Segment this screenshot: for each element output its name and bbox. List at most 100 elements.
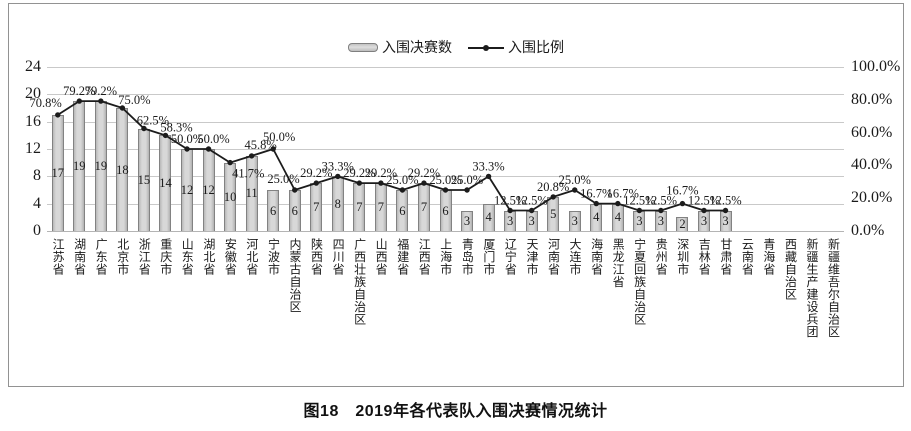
bar-value-label: 5: [550, 206, 557, 221]
percent-label: 33.3%: [322, 159, 354, 173]
bar-value-label: 4: [593, 210, 600, 225]
line-point: [55, 112, 61, 118]
y-tick-left: 0: [33, 222, 41, 239]
bar-value-label: 6: [442, 203, 449, 218]
bar-value-label: 8: [334, 196, 341, 211]
category-label: 浙江省: [137, 238, 152, 276]
ratio-line: [57, 100, 726, 212]
category-label: 山东省: [180, 238, 195, 276]
figure-caption: 图18 2019年各代表队入围决赛情况统计: [303, 403, 608, 420]
percent-label: 20.8%: [537, 180, 569, 194]
bar-value-label: 3: [528, 213, 535, 228]
category-label: 青岛市: [460, 238, 475, 276]
y-tick-left: 4: [33, 194, 41, 212]
bar: [676, 217, 689, 231]
category-label: 四川省: [331, 238, 346, 276]
bar-value-label: 2: [679, 216, 686, 231]
gridline: [47, 231, 844, 232]
category-label: 深圳市: [675, 238, 690, 276]
line-point: [421, 180, 427, 186]
category-label: 贵州省: [654, 238, 669, 276]
bar-value-label: 6: [399, 203, 406, 218]
percent-label: 12.5%: [516, 194, 548, 208]
percent-label: 12.5%: [709, 194, 741, 208]
category-label: 云南省: [740, 238, 755, 276]
category-label: 北京市: [115, 238, 130, 276]
percent-label: 16.7%: [607, 187, 639, 201]
category-label: 新疆维吾尔自治区: [826, 238, 841, 338]
percent-label: 45.8%: [244, 138, 276, 152]
legend-item-line: 入围比例: [468, 37, 564, 57]
percent-label: 25.0%: [386, 173, 418, 187]
bar-value-label: 18: [116, 162, 129, 177]
line-point: [76, 98, 83, 104]
percent-label: 33.3%: [472, 159, 504, 173]
bar-value-label: 19: [94, 158, 108, 173]
bar: [482, 203, 495, 231]
line-point: [162, 132, 169, 139]
category-label: 广东省: [94, 238, 109, 276]
category-label: 西藏自治区: [783, 238, 798, 301]
gridline: [47, 176, 844, 178]
y-tick-right: 80.0%: [851, 90, 893, 108]
category-label: 黑龙江省: [611, 238, 626, 288]
bar-value-label: 3: [657, 213, 665, 228]
category-label: 山西省: [374, 238, 389, 276]
y-tick-left: 16: [25, 112, 41, 130]
category-label: 河南省: [546, 238, 561, 276]
bar: [461, 210, 474, 231]
category-label: 河北省: [244, 238, 259, 276]
bar: [568, 210, 581, 231]
gridline: [47, 149, 844, 150]
percent-label: 25.0%: [429, 173, 461, 187]
line-point: [119, 105, 126, 111]
line-point: [442, 187, 449, 193]
line-point: [615, 200, 621, 207]
line-point: [679, 200, 686, 207]
line-point: [550, 194, 556, 200]
category-label: 内蒙古自治区: [288, 238, 302, 313]
y-tick-right: 100.0%: [851, 58, 901, 75]
percent-label: 50.0%: [171, 132, 203, 146]
category-label: 福建省: [395, 238, 410, 276]
category-label: 大连市: [568, 238, 583, 276]
line-point: [248, 153, 255, 159]
category-label: 广西壮族自治区: [352, 238, 367, 326]
line-point: [722, 207, 729, 214]
bar-value-label: 10: [223, 189, 237, 204]
y-tick-right: 0.0%: [851, 222, 885, 239]
ratio-line-layer: 70.8%79.2%79.2%75.0%62.5%58.3%50.0%50.0%…: [29, 84, 742, 214]
line-point: [464, 187, 470, 193]
line-point: [141, 125, 147, 132]
category-label: 江西省: [417, 238, 432, 276]
bar-value-label: 6: [291, 203, 298, 218]
line-point: [335, 173, 341, 180]
chart-legend: 入围决赛数 入围比例: [9, 37, 903, 57]
bar-value-label: 7: [377, 199, 384, 214]
line-point: [270, 146, 276, 152]
percent-label: 70.8%: [29, 96, 61, 110]
percent-label: 12.5%: [645, 194, 677, 208]
bar-value-label: 4: [485, 210, 492, 225]
y-tick-left: 12: [25, 140, 41, 157]
category-label: 厦门市: [481, 238, 496, 276]
bar-value-label: 14: [159, 175, 172, 190]
percent-label: 12.5%: [688, 194, 720, 208]
bar-value-label: 12: [202, 182, 215, 197]
category-label: 青海省: [761, 238, 776, 276]
line-point: [593, 200, 599, 207]
line-point: [313, 180, 319, 186]
y-tick-left: 20: [25, 85, 41, 103]
bar-value-label: 11: [245, 186, 258, 201]
bar-value-label: 7: [356, 199, 363, 214]
line-point: [507, 207, 513, 214]
bar-value-label: 7: [420, 199, 428, 214]
bar-value-label: 15: [137, 172, 151, 187]
percent-label: 29.2%: [408, 166, 440, 180]
percent-label: 29.2%: [300, 166, 332, 180]
percent-label: 29.2%: [365, 166, 397, 180]
percent-label: 16.7%: [666, 184, 698, 198]
category-label: 重庆市: [158, 238, 173, 276]
bar: [267, 190, 280, 231]
